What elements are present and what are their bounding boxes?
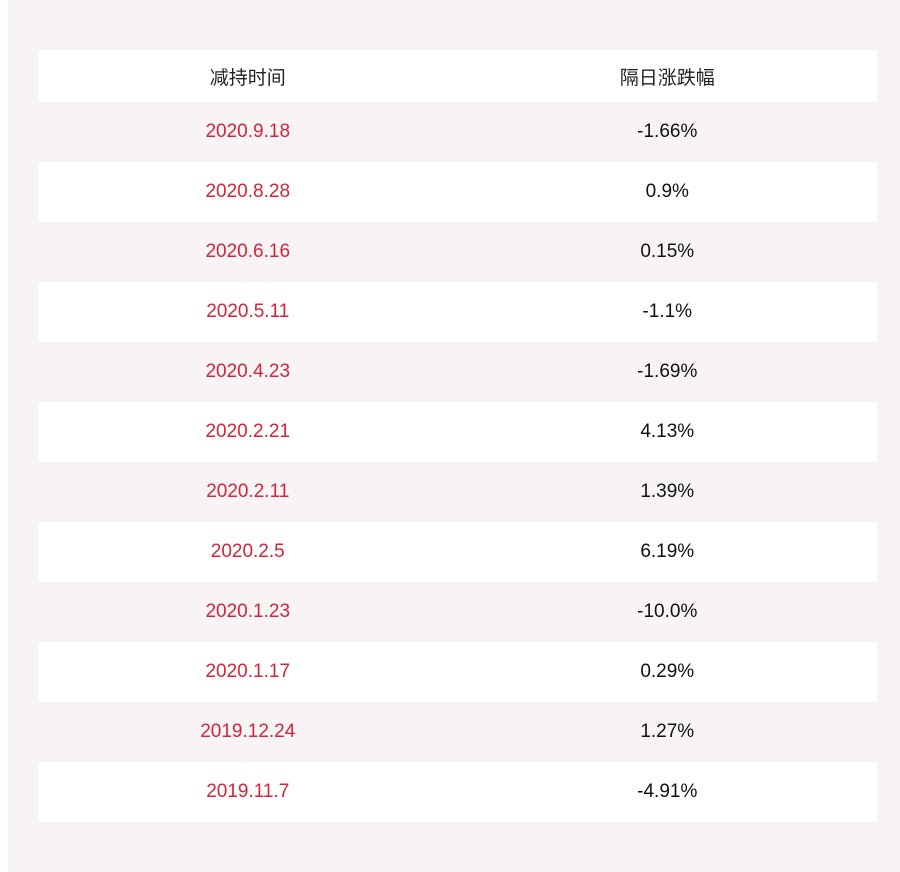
next-day-change: -10.0% [637,601,698,622]
reduction-date: 2019.12.24 [200,721,296,742]
table-row: 2020.1.17 0.29% [38,642,877,702]
table-row: 2020.4.23 -1.69% [38,342,877,402]
table-row: 2020.2.11 1.39% [38,462,877,522]
table-row: 2020.9.18 -1.66% [38,102,877,162]
reduction-date: 2020.2.11 [206,481,290,502]
next-day-change: -4.91% [637,781,698,802]
next-day-change: 6.19% [640,541,695,562]
table-row: 2020.6.16 0.15% [38,222,877,282]
table-row: 2020.2.21 4.13% [38,402,877,462]
reduction-date: 2020.1.23 [205,601,291,622]
table-row: 2020.8.28 0.9% [38,162,877,222]
content-panel: 减持时间 隔日涨跌幅 2020.9.18 -1.66% 2020.8.28 0.… [8,0,900,872]
next-day-change: 1.27% [640,721,695,742]
next-day-change: 4.13% [640,421,695,442]
next-day-change: 0.9% [645,181,689,202]
header-next-day-change: 隔日涨跌幅 [619,66,715,89]
table-row: 2019.12.24 1.27% [38,702,877,762]
table-row: 2020.5.11 -1.1% [38,282,877,342]
table-row: 2020.2.5 6.19% [38,522,877,582]
table-row: 2019.11.7 -4.91% [38,762,877,822]
reduction-date: 2020.5.11 [206,301,290,322]
header-reduction-time: 减持时间 [209,66,286,89]
next-day-change: 0.29% [640,661,695,682]
next-day-change: -1.66% [637,121,698,142]
reduction-date: 2020.2.21 [205,421,291,442]
reduction-date: 2020.9.18 [205,121,291,142]
next-day-change: -1.1% [642,301,693,322]
reduction-date: 2020.4.23 [205,361,291,382]
reduction-date: 2020.1.17 [205,661,291,682]
reduction-date: 2020.8.28 [205,181,291,202]
next-day-change: -1.69% [637,361,698,382]
reduction-table: 减持时间 隔日涨跌幅 2020.9.18 -1.66% 2020.8.28 0.… [38,50,877,822]
table-header: 减持时间 隔日涨跌幅 [38,50,877,102]
next-day-change: 0.15% [640,241,695,262]
reduction-date: 2019.11.7 [206,781,290,802]
next-day-change: 1.39% [640,481,695,502]
table-row: 2020.1.23 -10.0% [38,582,877,642]
reduction-date: 2020.6.16 [205,241,291,262]
reduction-date: 2020.2.5 [210,541,285,562]
